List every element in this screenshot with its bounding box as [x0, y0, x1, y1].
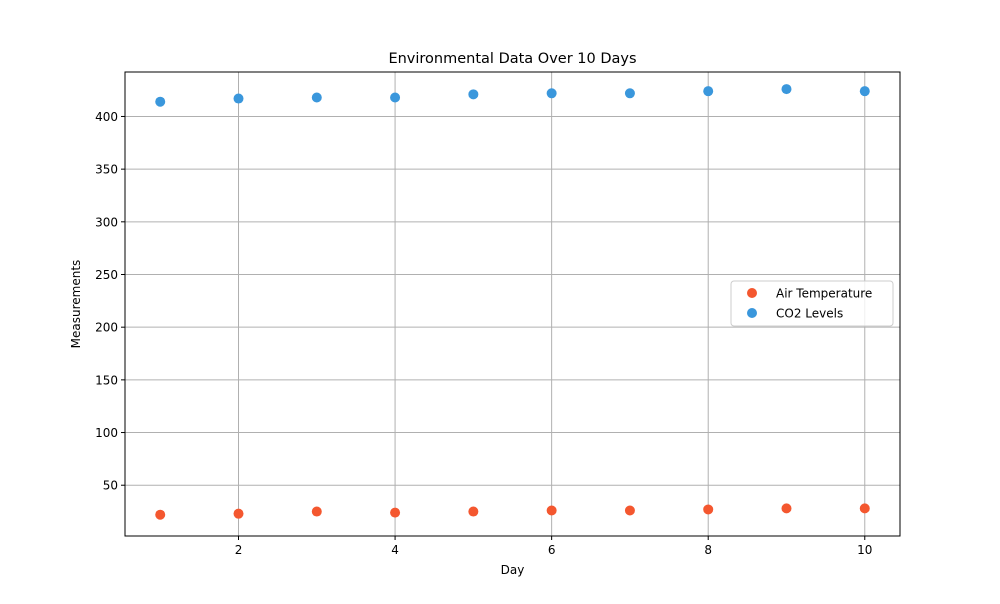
- data-point-co2-levels: [233, 93, 244, 104]
- y-tick-label: 100: [95, 426, 118, 440]
- legend-box: [730, 280, 894, 327]
- y-tick-label: 150: [95, 373, 118, 387]
- data-point-co2-levels: [624, 88, 635, 99]
- data-point-air-temperature: [546, 505, 557, 516]
- x-tick-label: 6: [548, 543, 556, 557]
- y-tick-label: 350: [95, 163, 118, 177]
- grid: [125, 72, 900, 536]
- data-point-air-temperature: [781, 503, 792, 514]
- y-tick-label: 250: [95, 268, 118, 282]
- plot-frame: [124, 71, 901, 537]
- legend-label-co2-levels: CO2 Levels: [776, 307, 843, 321]
- data-point-co2-levels: [703, 86, 714, 97]
- data-point-air-temperature: [468, 506, 479, 517]
- data-point-air-temperature: [311, 506, 322, 517]
- x-tick-label: 4: [391, 543, 399, 557]
- data-point-air-temperature: [155, 509, 166, 520]
- axis-ticks: 2 4 6 8 10 50 100 150 200 250 300 350 400: [95, 110, 872, 557]
- legend-label-air-temperature: Air Temperature: [776, 287, 872, 301]
- data-point-co2-levels: [859, 86, 870, 97]
- chart-title: Environmental Data Over 10 Days: [388, 51, 636, 67]
- data-points: [155, 84, 870, 520]
- y-tick-label: 400: [95, 110, 118, 124]
- x-tick-label: 2: [235, 543, 243, 557]
- y-tick-label: 50: [103, 479, 118, 493]
- legend: Air Temperature CO2 Levels: [730, 280, 894, 327]
- data-point-co2-levels: [781, 84, 792, 95]
- legend-marker-air-temperature: [747, 288, 757, 298]
- data-point-co2-levels: [311, 92, 322, 103]
- data-point-co2-levels: [390, 92, 401, 103]
- data-point-air-temperature: [703, 504, 714, 515]
- data-point-co2-levels: [155, 96, 166, 107]
- y-tick-label: 200: [95, 321, 118, 335]
- x-tick-label: 10: [857, 543, 872, 557]
- data-point-air-temperature: [390, 507, 401, 518]
- data-point-air-temperature: [233, 508, 244, 519]
- data-point-co2-levels: [546, 88, 557, 99]
- y-axis-label: Measurements: [69, 260, 83, 349]
- x-axis-label: Day: [501, 563, 525, 577]
- data-point-air-temperature: [859, 503, 870, 514]
- legend-marker-co2-levels: [747, 308, 757, 318]
- x-tick-label: 8: [704, 543, 712, 557]
- y-tick-label: 300: [95, 215, 118, 229]
- data-point-air-temperature: [624, 505, 635, 516]
- data-point-co2-levels: [468, 89, 479, 100]
